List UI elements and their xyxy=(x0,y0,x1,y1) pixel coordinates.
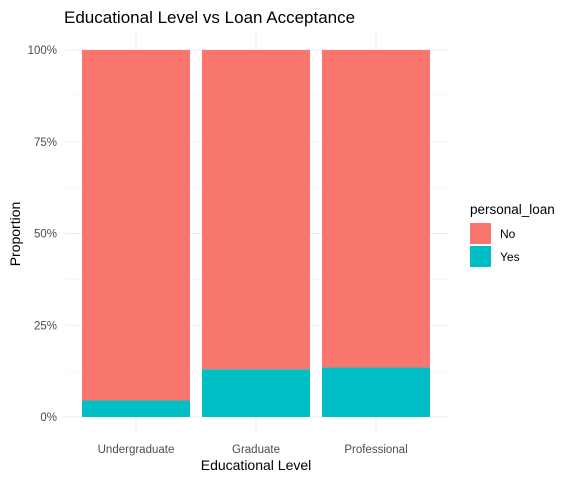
y-tick-label: 50% xyxy=(34,229,57,241)
y-tick-label: 100% xyxy=(28,45,57,57)
bar-yes-undergraduate xyxy=(82,400,190,417)
legend-key-no xyxy=(470,223,491,244)
y-axis: 0% 25% 50% 75% 100% xyxy=(28,45,57,424)
legend-label-no: No xyxy=(500,227,516,241)
y-tick-label: 0% xyxy=(40,412,57,424)
y-axis-title: Proportion xyxy=(7,202,23,267)
legend: personal_loan No Yes xyxy=(470,202,555,267)
x-axis: Undergraduate Graduate Professional xyxy=(98,444,408,456)
y-tick-label: 25% xyxy=(34,320,57,332)
x-tick-label: Graduate xyxy=(232,444,280,456)
bar-no-graduate xyxy=(202,50,310,370)
y-tick-label: 75% xyxy=(34,137,57,149)
legend-label-yes: Yes xyxy=(500,250,520,264)
x-tick-label: Professional xyxy=(344,444,407,456)
bar-no-professional xyxy=(322,50,430,368)
chart-title: Educational Level vs Loan Acceptance xyxy=(64,8,355,27)
bar-yes-professional xyxy=(322,367,430,417)
bar-yes-graduate xyxy=(202,369,310,417)
legend-key-yes xyxy=(470,246,491,267)
legend-title: personal_loan xyxy=(470,202,555,217)
bars xyxy=(82,50,430,417)
bar-no-undergraduate xyxy=(82,50,190,401)
x-axis-title: Educational Level xyxy=(201,457,312,473)
x-tick-label: Undergraduate xyxy=(98,444,175,456)
